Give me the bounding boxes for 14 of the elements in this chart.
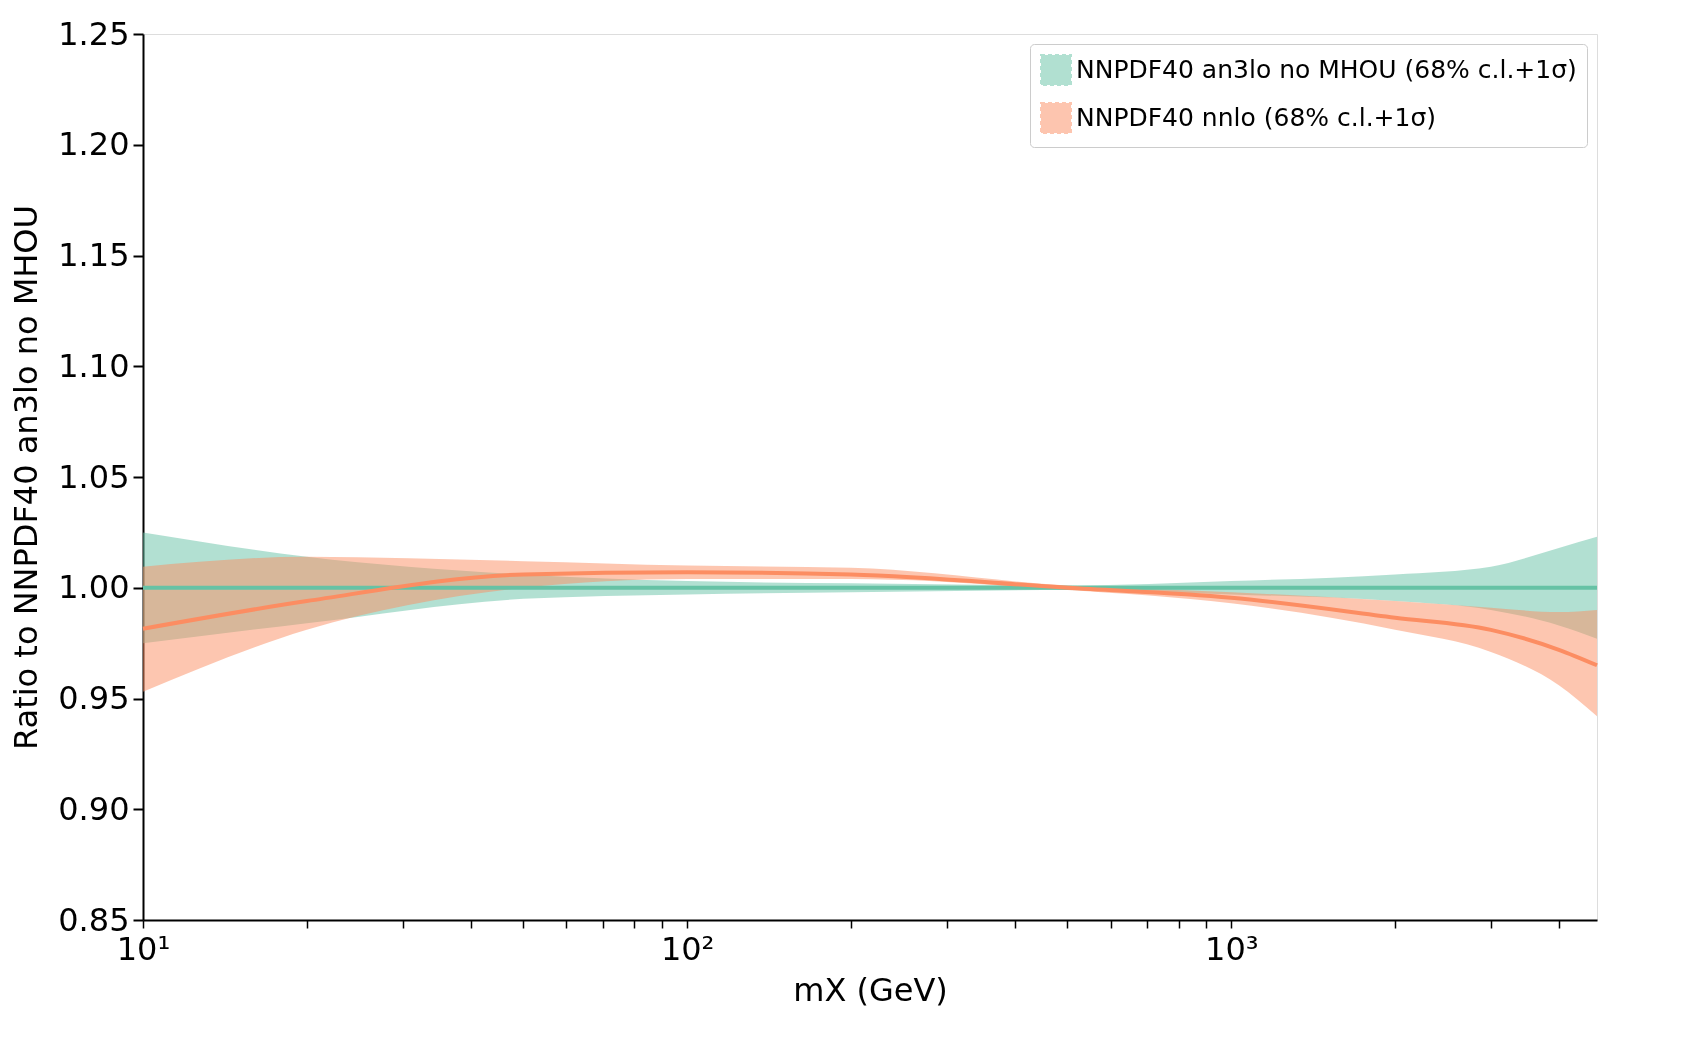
y-tick-label: 1.00 bbox=[58, 568, 130, 607]
y-tick-label: 1.15 bbox=[58, 236, 130, 274]
y-tick-label: 1.20 bbox=[58, 125, 130, 164]
legend-label: NNPDF40 an3lo no MHOU (68% c.l.+1σ) bbox=[1076, 55, 1577, 84]
x-axis-title: mX (GeV) bbox=[793, 970, 948, 1009]
x-tick-label: 10³ bbox=[1205, 929, 1259, 968]
y-tick-label: 1.05 bbox=[58, 457, 130, 496]
y-axis-title: Ratio to NNPDF40 an3lo no MHOU bbox=[7, 205, 46, 750]
y-tick-label: 0.90 bbox=[58, 789, 130, 828]
y-tick-label: 0.95 bbox=[58, 679, 130, 717]
x-tick-label: 10² bbox=[660, 929, 715, 968]
y-tick-label: 1.10 bbox=[58, 346, 130, 385]
legend-label: NNPDF40 nnlo (68% c.l.+1σ) bbox=[1076, 103, 1437, 132]
y-tick-label: 1.25 bbox=[58, 14, 130, 53]
